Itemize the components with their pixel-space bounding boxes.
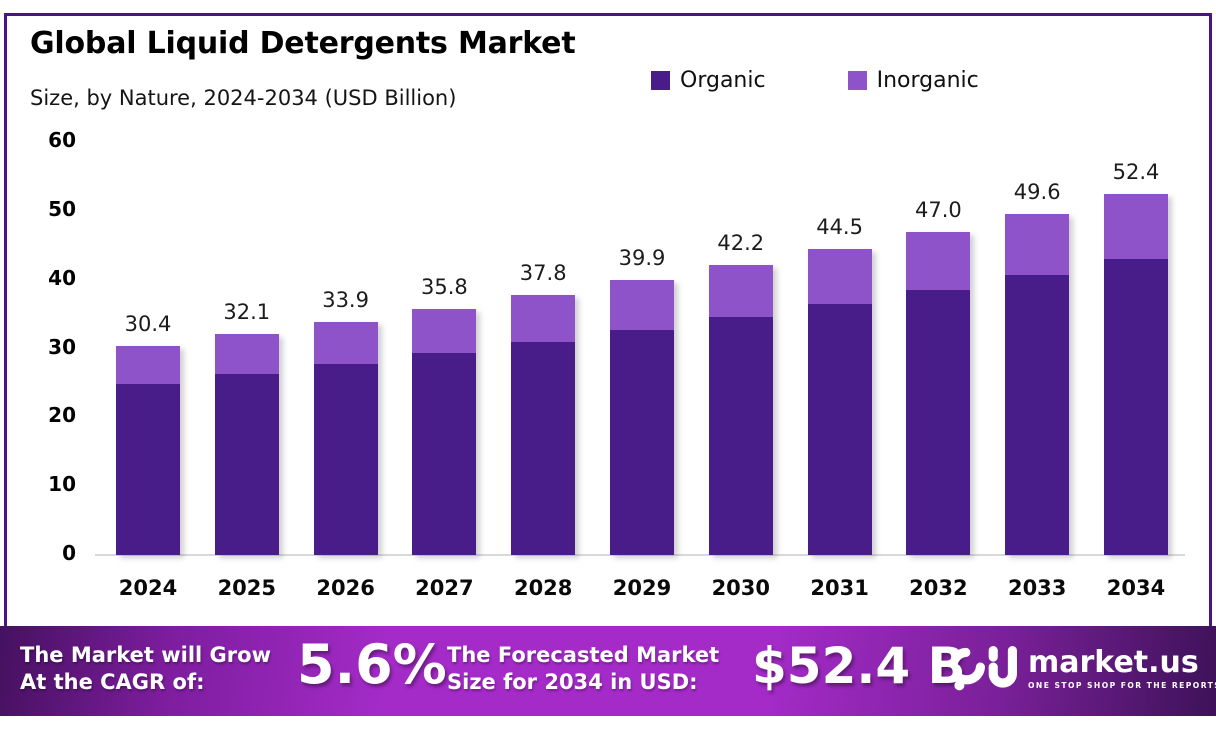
x-axis-label: 2031 (810, 576, 869, 600)
x-axis-label: 2027 (415, 576, 474, 600)
x-axis-label: 2026 (316, 576, 375, 600)
bar-segment-inorganic (807, 248, 872, 304)
bar-segment-organic (807, 303, 872, 555)
bar-segment-inorganic (116, 345, 180, 384)
forecast-label: The Forecasted Market Size for 2034 in U… (447, 642, 719, 696)
bar-segment-organic (1104, 258, 1168, 555)
bar-total-label: 39.9 (618, 246, 666, 271)
bar-2033 (1005, 213, 1070, 555)
y-axis-tick-label: 0 (62, 541, 76, 565)
marketus-logo: market.us ONE STOP SHOP FOR THE REPORTS (953, 643, 1216, 693)
x-axis-label: 2034 (1106, 576, 1166, 600)
bar-segment-organic (511, 341, 576, 555)
brand-name: market.us (1028, 644, 1199, 680)
legend-item-organic: Organic (651, 68, 766, 93)
bar-total-label: 32.1 (223, 300, 271, 325)
bar-2026 (313, 321, 378, 555)
y-axis-tick-label: 20 (48, 403, 76, 428)
bar-2034 (1104, 194, 1168, 555)
x-axis-label: 2033 (1007, 576, 1067, 600)
bar-total-label: 42.2 (717, 230, 765, 255)
bar-segment-inorganic (906, 231, 971, 290)
x-axis-label: 2024 (118, 576, 178, 600)
x-axis-label: 2025 (217, 576, 277, 600)
x-axis-line (95, 554, 1185, 556)
legend-label-inorganic: Inorganic (876, 68, 979, 93)
legend-label-organic: Organic (680, 68, 766, 93)
bar-total-label: 30.4 (124, 311, 172, 336)
page-title: Global Liquid Detergents Market (30, 26, 576, 61)
bar-segment-inorganic (412, 308, 477, 353)
bar-total-label: 35.8 (421, 274, 468, 299)
forecast-label-line2: Size for 2034 in USD: (447, 670, 698, 694)
cagr-value: 5.6% (297, 633, 447, 696)
x-axis-label: 2029 (612, 576, 672, 600)
legend-swatch-organic (651, 71, 670, 90)
bar-segment-inorganic (610, 280, 674, 330)
cagr-label-line2: At the CAGR of: (20, 670, 205, 694)
y-axis-tick-label: 60 (48, 128, 76, 153)
bar-segment-inorganic (1104, 194, 1168, 259)
x-axis-label: 2028 (513, 576, 573, 600)
bar-2031 (807, 248, 872, 555)
bar-segment-organic (1005, 274, 1070, 555)
bar-segment-organic (214, 373, 279, 555)
bar-segment-organic (906, 290, 971, 555)
legend-swatch-inorganic (847, 71, 867, 90)
bar-2027 (412, 308, 477, 555)
bar-total-label: 37.8 (519, 260, 567, 285)
bar-total-label: 52.4 (1112, 160, 1160, 185)
bar-2029 (610, 280, 674, 555)
marketus-logo-icon (953, 646, 1017, 691)
bar-segment-inorganic (708, 264, 773, 317)
forecast-label-line1: The Forecasted Market (447, 643, 720, 667)
brand-text: market.us ONE STOP SHOP FOR THE REPORTS (1028, 647, 1216, 690)
y-axis-tick-label: 50 (48, 196, 76, 221)
bar-2024 (116, 345, 180, 555)
x-axis-label: 2030 (711, 576, 771, 600)
footer-banner: The Market will Grow At the CAGR of: 5.6… (0, 626, 1216, 716)
bar-segment-inorganic (214, 334, 279, 374)
cagr-label-line1: The Market will Grow (20, 643, 271, 667)
bar-segment-organic (610, 329, 674, 555)
bar-2028 (511, 294, 576, 555)
y-axis-tick-label: 40 (48, 265, 76, 290)
y-axis-tick-label: 10 (48, 472, 76, 497)
forecast-value: $52.4 B (752, 637, 966, 695)
y-axis-tick-label: 30 (48, 334, 76, 359)
bar-2025 (214, 334, 279, 555)
x-axis-label: 2032 (909, 576, 968, 600)
bar-segment-inorganic (313, 321, 378, 364)
bar-total-label: 47.0 (915, 197, 962, 222)
brand-tagline: ONE STOP SHOP FOR THE REPORTS (1028, 680, 1216, 690)
legend-item-inorganic: Inorganic (847, 68, 979, 93)
cagr-label: The Market will Grow At the CAGR of: (20, 642, 271, 696)
bar-segment-inorganic (1005, 213, 1070, 275)
bar-segment-organic (313, 363, 378, 555)
bar-2032 (906, 231, 971, 555)
bar-segment-organic (708, 316, 773, 555)
bar-segment-inorganic (511, 294, 576, 342)
bar-2030 (708, 264, 773, 556)
bar-segment-organic (412, 352, 477, 555)
bar-total-label: 33.9 (322, 287, 369, 312)
page-subtitle: Size, by Nature, 2024-2034 (USD Billion) (30, 86, 457, 110)
legend: Organic Inorganic (651, 68, 979, 93)
bar-total-label: 44.5 (816, 214, 863, 239)
bar-segment-organic (116, 383, 180, 555)
bar-total-label: 49.6 (1013, 179, 1061, 204)
